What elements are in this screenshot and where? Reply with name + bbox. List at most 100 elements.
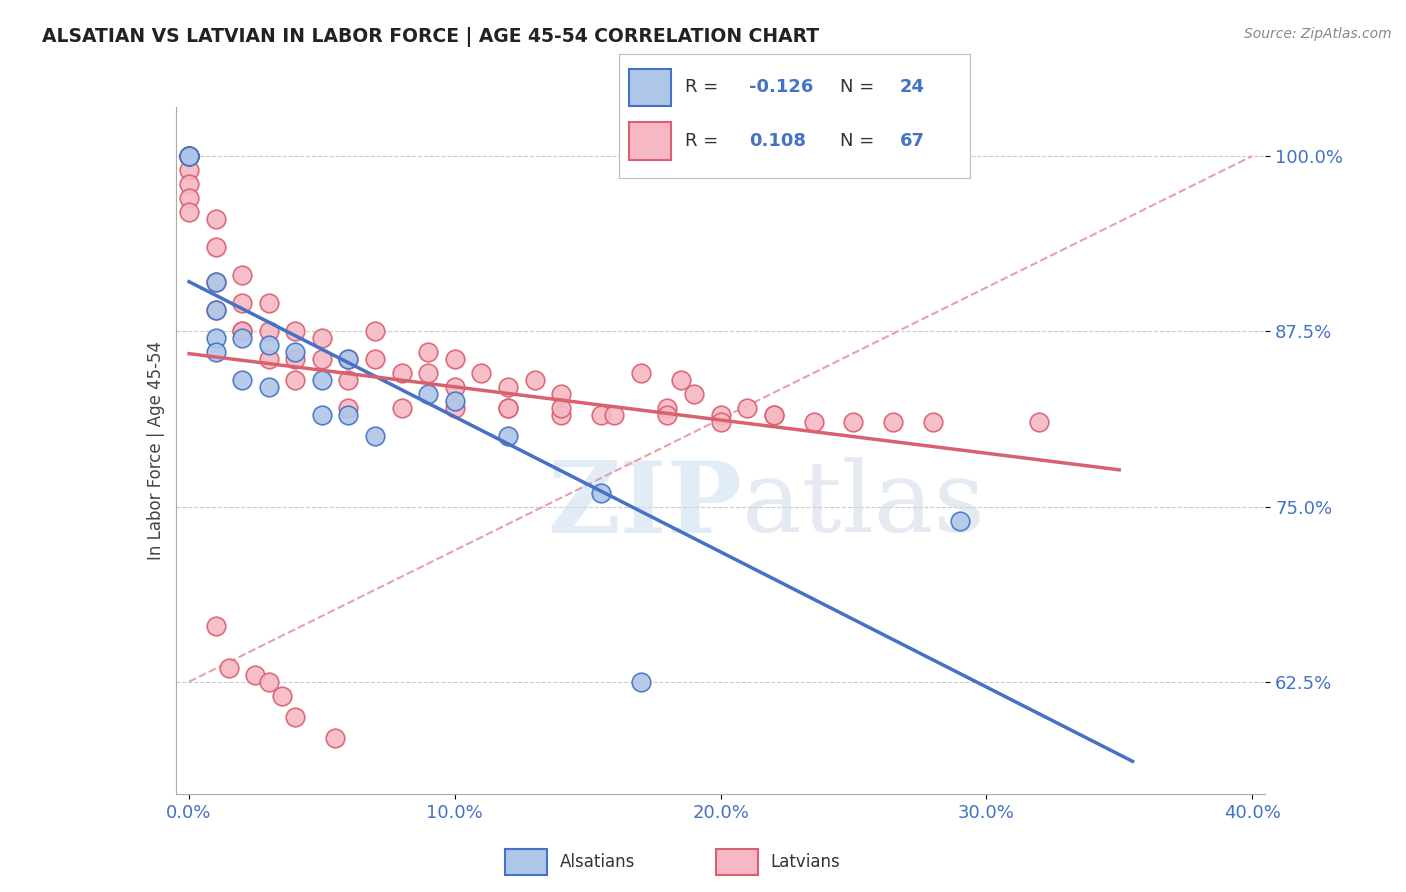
Point (337, 401, 360, 416)
Point (364, 429, 387, 443)
Point (257, 380, 280, 394)
Point (218, 661, 240, 675)
Point (337, 352, 360, 367)
Point (257, 296, 280, 310)
Point (204, 275, 226, 289)
Bar (505, 849, 547, 874)
Point (418, 345, 440, 359)
Point (630, 367, 652, 381)
Point (496, 380, 519, 394)
Point (257, 674, 280, 689)
Text: N =: N = (839, 132, 875, 150)
Point (550, 387, 572, 401)
Text: 0.108: 0.108 (748, 132, 806, 150)
Point (177, 163, 200, 178)
Text: -0.126: -0.126 (748, 78, 813, 96)
Point (257, 352, 280, 367)
Y-axis label: In Labor Force | Age 45-54: In Labor Force | Age 45-54 (146, 341, 165, 560)
Text: 24: 24 (900, 78, 925, 96)
Point (177, 149, 200, 163)
Text: Source: ZipAtlas.com: Source: ZipAtlas.com (1244, 27, 1392, 41)
Point (949, 514, 972, 528)
Point (204, 212, 226, 227)
Point (603, 409, 626, 423)
Text: N =: N = (839, 78, 875, 96)
Point (204, 275, 226, 289)
Point (245, 667, 267, 681)
Text: Latvians: Latvians (770, 853, 841, 871)
Bar (630, 122, 671, 160)
Point (710, 416, 733, 430)
Point (311, 409, 333, 423)
Point (177, 149, 200, 163)
Point (284, 345, 307, 359)
Point (231, 296, 253, 310)
Text: ZIP: ZIP (547, 457, 742, 554)
Point (803, 416, 825, 430)
Point (323, 731, 346, 745)
Point (311, 352, 333, 367)
Point (177, 149, 200, 163)
Point (177, 149, 200, 163)
Point (231, 268, 253, 283)
Point (204, 303, 226, 318)
Point (443, 401, 465, 416)
Point (204, 345, 226, 359)
Point (231, 331, 253, 345)
Point (231, 324, 253, 338)
Point (657, 401, 679, 416)
Point (418, 387, 440, 401)
Point (657, 409, 679, 423)
Point (669, 373, 692, 387)
Text: atlas: atlas (742, 458, 986, 553)
Text: R =: R = (686, 132, 718, 150)
Point (630, 674, 652, 689)
Bar (630, 69, 671, 106)
Point (391, 367, 413, 381)
Point (735, 401, 758, 416)
Point (177, 149, 200, 163)
Point (364, 324, 387, 338)
Point (337, 409, 360, 423)
Point (589, 485, 612, 500)
Point (443, 380, 465, 394)
Point (1028, 416, 1050, 430)
Point (284, 324, 307, 338)
Point (710, 409, 733, 423)
Point (496, 401, 519, 416)
Text: ALSATIAN VS LATVIAN IN LABOR FORCE | AGE 45-54 CORRELATION CHART: ALSATIAN VS LATVIAN IN LABOR FORCE | AGE… (42, 27, 820, 46)
Point (550, 401, 572, 416)
Point (271, 689, 294, 703)
Point (311, 331, 333, 345)
Point (231, 373, 253, 387)
Point (204, 331, 226, 345)
Point (496, 429, 519, 443)
Bar (716, 849, 758, 874)
Point (391, 401, 413, 416)
Point (284, 373, 307, 387)
Point (177, 149, 200, 163)
Point (284, 710, 307, 724)
Point (204, 303, 226, 318)
Point (177, 205, 200, 219)
Point (589, 409, 612, 423)
Point (177, 149, 200, 163)
Text: R =: R = (686, 78, 718, 96)
Point (443, 394, 465, 409)
Point (496, 401, 519, 416)
Point (683, 387, 706, 401)
Point (364, 352, 387, 367)
Text: 67: 67 (900, 132, 925, 150)
Point (337, 352, 360, 367)
Point (882, 416, 904, 430)
Point (284, 352, 307, 367)
Point (177, 177, 200, 191)
Point (337, 373, 360, 387)
Point (204, 618, 226, 632)
Point (523, 373, 546, 387)
Point (922, 416, 945, 430)
Point (470, 367, 492, 381)
Point (204, 240, 226, 254)
Point (842, 416, 865, 430)
Text: Alsatians: Alsatians (560, 853, 636, 871)
